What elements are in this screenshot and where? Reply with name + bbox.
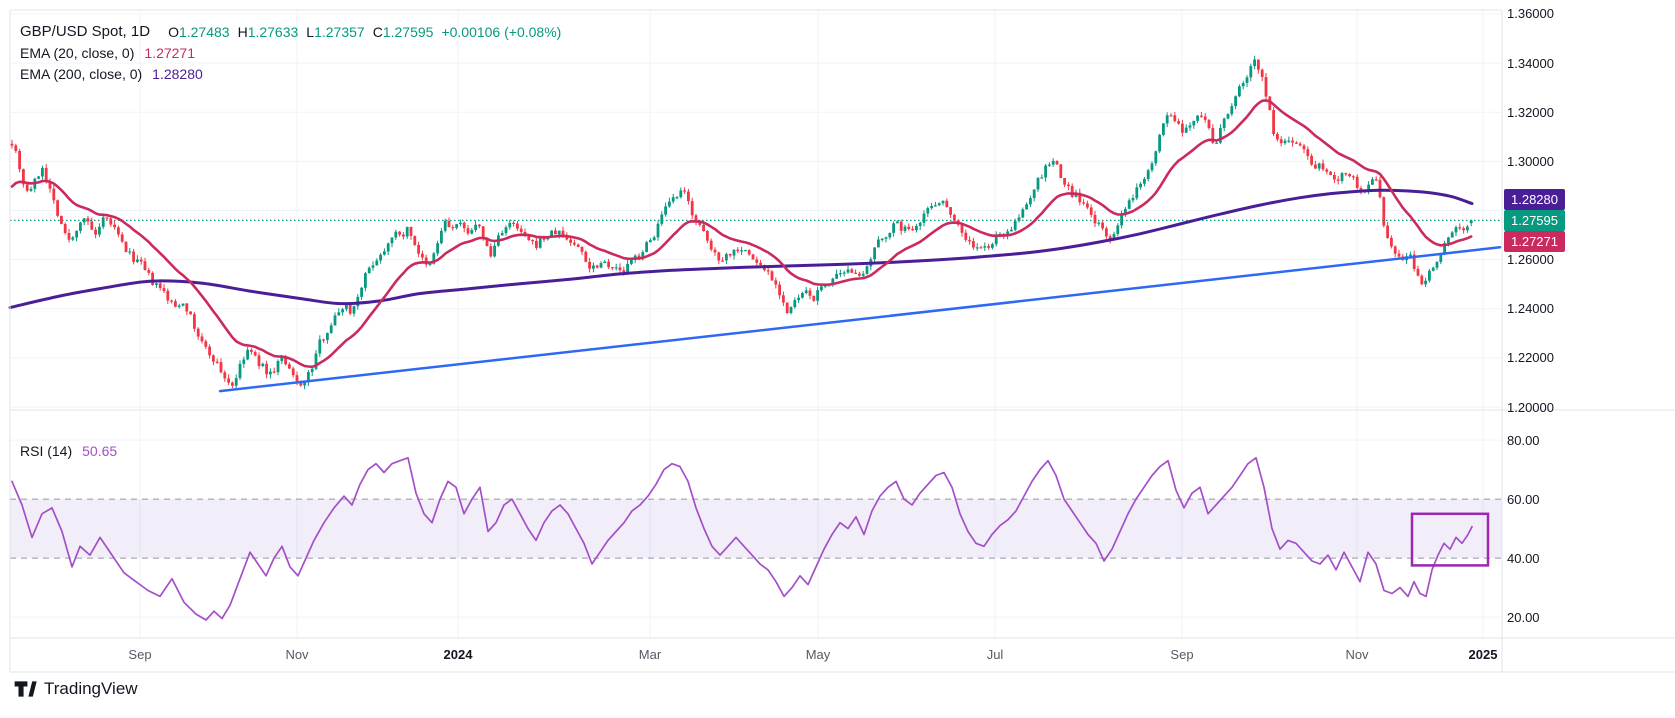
rsi-legend: RSI (14) 50.65 <box>20 440 117 461</box>
rsi-line <box>11 456 1473 621</box>
brand-text: TradingView <box>44 679 138 698</box>
time-axis-label: Jul <box>986 647 1004 662</box>
symbol-title: GBP/USD Spot, 1D <box>20 23 151 40</box>
pane-borders <box>9 9 1675 673</box>
price-axis-label: 1.36000 <box>1507 6 1554 22</box>
ema200-value: 1.28280 <box>152 65 203 82</box>
ohlc-low-key: L <box>306 23 315 40</box>
ema200-legend-row[interactable]: EMA (200, close, 0) 1.28280 <box>20 63 561 84</box>
ema200-line <box>8 188 1474 309</box>
price-axis-label: 1.22000 <box>1507 350 1554 366</box>
tradingview-logo[interactable]: TradingView <box>14 678 138 700</box>
rsi-axis-label: 80.00 <box>1507 432 1540 448</box>
rsi-highlight-rectangle[interactable] <box>1410 512 1490 567</box>
time-axis-label: 2024 <box>443 647 473 662</box>
rsi-band <box>10 498 1502 559</box>
price-axis-label: 1.24000 <box>1507 301 1554 317</box>
ohlc-high-value: 1.27633 <box>247 23 299 40</box>
symbol-row[interactable]: GBP/USD Spot, 1D O 1.27483 H 1.27633 L 1.27… <box>20 21 561 42</box>
ema20-price-badge: 1.27271 <box>1504 230 1565 252</box>
ohlc-close-value: 1.27595 <box>382 23 434 40</box>
price-axis-label: 1.26000 <box>1507 252 1554 268</box>
ema20-value: 1.27271 <box>144 44 195 61</box>
tradingview-glyph-icon <box>14 681 37 697</box>
ohlc-open-value: 1.27483 <box>178 23 230 40</box>
time-axis-label: 2025 <box>1468 647 1498 662</box>
trendline-drawing[interactable] <box>218 246 1502 393</box>
rsi-axis-label: 20.00 <box>1507 609 1540 625</box>
price-axis-label: 1.32000 <box>1507 104 1554 120</box>
ohlc-low-value: 1.27357 <box>314 23 365 40</box>
rsi-legend-row[interactable]: RSI (14) 50.65 <box>20 440 117 461</box>
time-axis-label: Nov <box>1345 647 1369 662</box>
ema20-label: EMA (20, close, 0) <box>20 44 135 61</box>
time-axis-label: Nov <box>285 647 309 662</box>
price-axis-label: 1.34000 <box>1507 55 1554 71</box>
time-axis-label: Sep <box>128 647 152 662</box>
ohlc-open-key: O <box>168 23 179 40</box>
time-axis-label: Mar <box>638 647 662 662</box>
ohlc-high-key: H <box>237 23 248 40</box>
price-axis-label: 1.30000 <box>1507 153 1554 169</box>
symbol-legend: GBP/USD Spot, 1D O 1.27483 H 1.27633 L 1.27… <box>20 21 561 84</box>
price-axis-label: 1.20000 <box>1507 399 1554 415</box>
time-axis-label: Sep <box>1170 647 1194 662</box>
ohlc-close-key: C <box>372 23 383 40</box>
price-change: +0.00106 (+0.08%) <box>441 23 562 40</box>
rsi-axis-label: 60.00 <box>1507 491 1540 507</box>
rsi-axis-label: 40.00 <box>1507 550 1540 566</box>
rsi-label: RSI (14) <box>20 442 73 459</box>
rsi-value: 50.65 <box>82 442 118 459</box>
ema20-line <box>10 99 1473 369</box>
candlestick-series <box>10 55 1473 390</box>
time-axis-label: May <box>805 647 831 662</box>
ema20-legend-row[interactable]: EMA (20, close, 0) 1.27271 <box>20 42 561 63</box>
ema200-label: EMA (200, close, 0) <box>20 65 143 82</box>
last-price-badge: 1.27595 <box>1504 209 1565 231</box>
ema200-price-badge: 1.28280 <box>1504 188 1565 210</box>
